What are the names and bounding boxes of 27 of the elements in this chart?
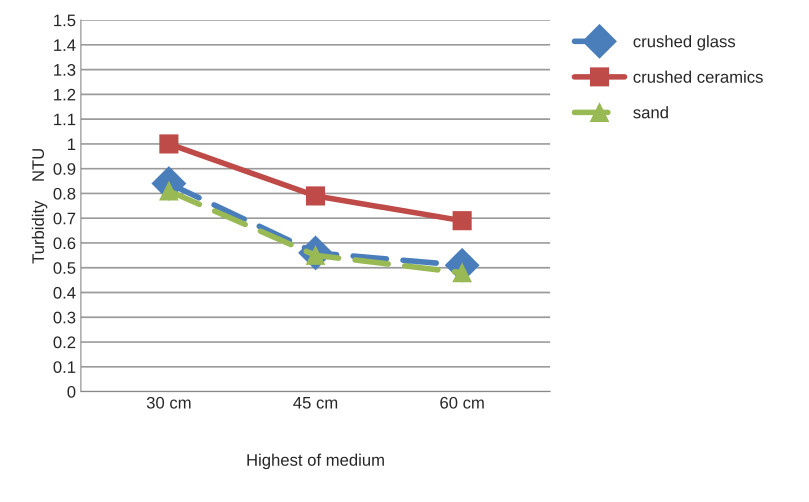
y-axis-title: Turbidity NTU <box>32 149 48 264</box>
y-tick-label: 0.2 <box>54 336 76 348</box>
y-tick-label: 1.3 <box>54 64 76 76</box>
x-tick-label: 60 cm <box>440 396 484 409</box>
y-tick-label: 1.1 <box>54 114 76 126</box>
y-tick-label: 1.4 <box>54 39 76 51</box>
legend-label: sand <box>633 106 668 118</box>
y-tick-label: 0.7 <box>54 212 76 224</box>
point <box>452 211 472 230</box>
y-tick-label: 0.5 <box>54 262 76 274</box>
y-tick-label: 0.4 <box>54 286 76 299</box>
x-axis-title: Highest of medium <box>247 454 384 470</box>
y-tick-label: 1.2 <box>54 88 76 100</box>
legend-label: crushed glass <box>634 35 736 51</box>
y-tick-label: 0.9 <box>54 163 76 175</box>
y-tick-label: 1 <box>68 138 76 150</box>
y-tick-label: 0.8 <box>54 188 76 200</box>
legend-label: crushed ceramics <box>634 70 763 83</box>
y-tick-label: 1.5 <box>54 14 76 26</box>
y-tick-label: 0 <box>67 386 76 398</box>
x-tick-label: 45 cm <box>293 397 338 409</box>
point <box>306 186 326 206</box>
y-tick-label: 0.3 <box>54 312 76 324</box>
point <box>159 134 178 154</box>
y-tick-label: 0.1 <box>54 361 76 373</box>
x-tick-label: 30 cm <box>146 396 190 409</box>
y-tick-label: 0.6 <box>54 237 76 250</box>
